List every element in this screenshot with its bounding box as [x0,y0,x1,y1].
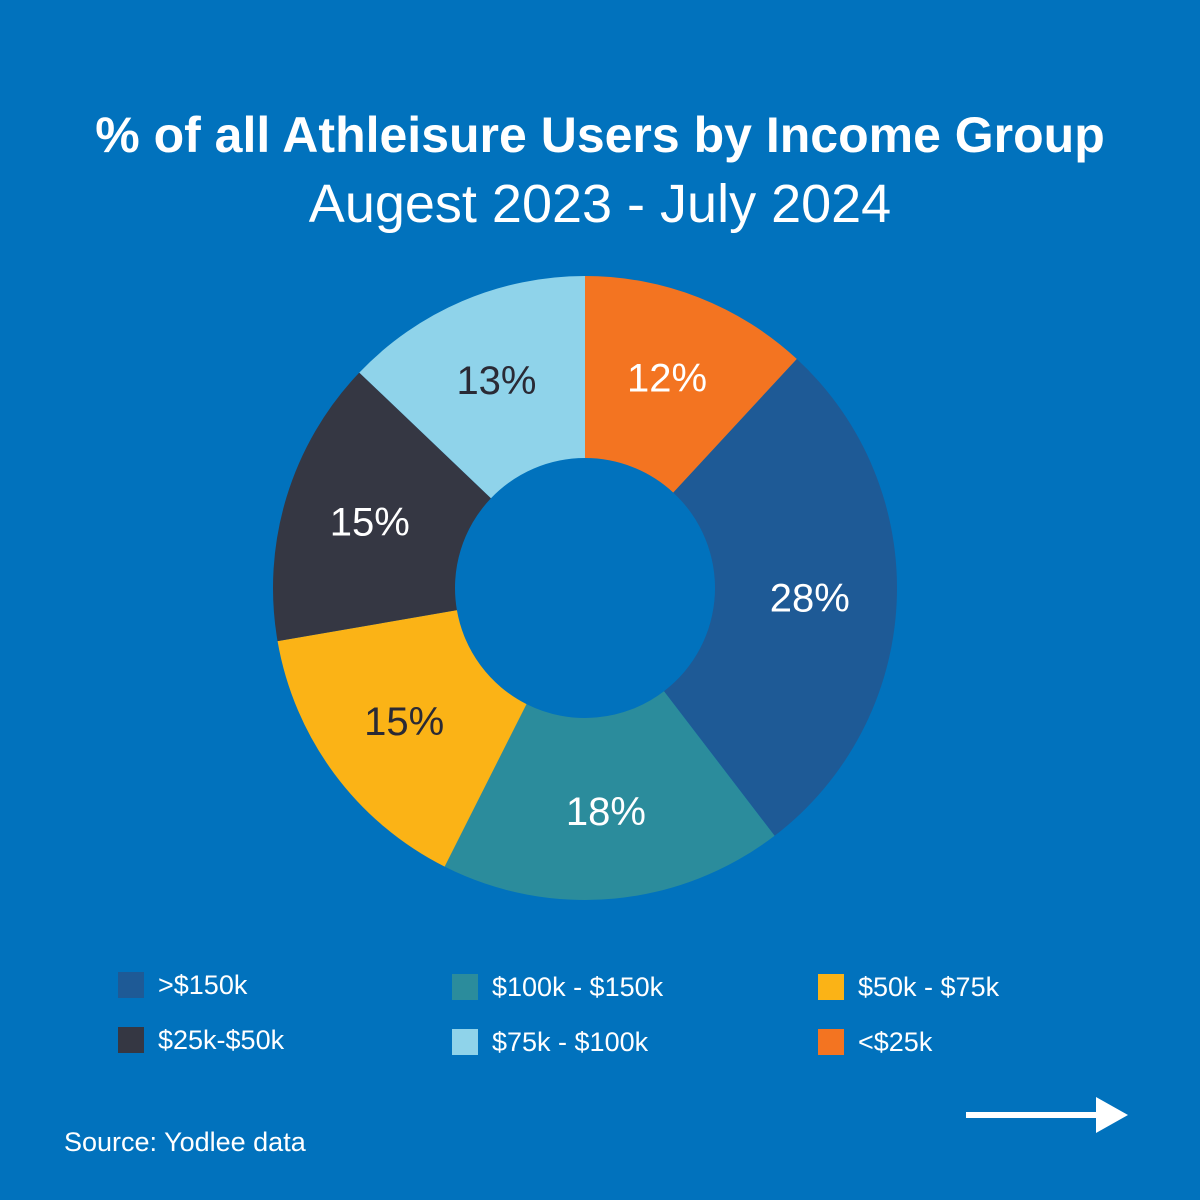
slice-data-label: 13% [456,359,536,403]
arrow-right-icon[interactable] [962,1094,1132,1136]
legend-item-gt-150k: >$150k [118,970,247,1000]
donut-slice-5 [359,276,585,499]
chart-subtitle: Augest 2023 - July 2024 [308,174,892,234]
legend-swatch [118,972,144,998]
legend-item-lt-25k: <$25k [818,1027,932,1057]
donut-slice-1 [664,358,898,836]
legend-label: <$25k [858,1026,933,1057]
legend-label: $25k-$50k [158,1024,285,1055]
source-note: Source: Yodlee data [64,1127,306,1157]
donut-slice-0 [585,276,797,493]
slice-data-label: 15% [330,500,410,544]
slice-data-label: 12% [627,356,707,400]
legend-swatch [818,974,844,1000]
slice-data-label: 18% [566,790,646,834]
legend-swatch [452,974,478,1000]
donut-slice-2 [444,691,775,900]
legend-item-75k-100k: $75k - $100k [452,1027,648,1057]
donut-slice-4 [273,372,491,642]
slice-data-label: 15% [364,700,444,744]
legend-label: $50k - $75k [858,971,1000,1002]
donut-slice-3 [277,610,527,867]
legend-swatch [118,1027,144,1053]
legend-item-25k-50k: $25k-$50k [118,1025,284,1055]
legend-label: >$150k [158,969,248,1000]
legend-item-50k-75k: $50k - $75k [818,972,999,1002]
legend-label: $75k - $100k [492,1026,649,1057]
legend-item-100k-150k: $100k - $150k [452,972,663,1002]
legend-swatch [818,1029,844,1055]
chart-title: % of all Athleisure Users by Income Grou… [95,107,1105,163]
slice-data-label: 28% [770,576,850,620]
legend-swatch [452,1029,478,1055]
legend-label: $100k - $150k [492,971,664,1002]
